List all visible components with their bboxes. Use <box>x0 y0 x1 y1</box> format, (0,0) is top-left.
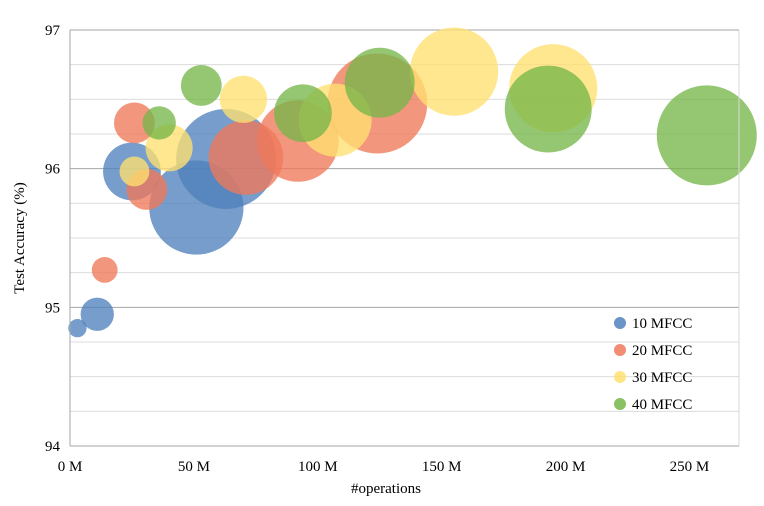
x-tick-label: 100 M <box>298 459 338 475</box>
x-tick-labels: 0 M 50 M 100 M 150 M 200 M 250 M <box>58 459 710 475</box>
bubble-40-mfcc-4 <box>344 47 415 118</box>
x-tick-label: 200 M <box>546 459 586 475</box>
bubble-40-mfcc-2 <box>180 65 222 106</box>
legend-label: 10 MFCC <box>632 316 692 332</box>
bubble-30-mfcc-1 <box>119 156 150 187</box>
y-tick-label: 94 <box>45 439 61 455</box>
legend-marker <box>614 317 626 329</box>
legend-label: 30 MFCC <box>632 370 692 386</box>
y-tick-label: 97 <box>45 23 61 39</box>
y-axis-title: Test Accuracy (%) <box>12 182 28 293</box>
legend-label: 20 MFCC <box>632 343 692 359</box>
bubble-40-mfcc-1 <box>142 106 176 140</box>
legend: 10 MFCC 20 MFCC 30 MFCC 40 MFCC <box>614 316 692 413</box>
y-tick-label: 96 <box>45 162 61 178</box>
bubble-20-mfcc-1 <box>91 256 118 283</box>
x-tick-label: 150 M <box>422 459 462 475</box>
bubble-20-mfcc-2 <box>114 102 155 144</box>
bubble-40-mfcc-6 <box>656 85 757 186</box>
bubble-10-mfcc-2 <box>80 297 114 331</box>
x-tick-label: 0 M <box>58 459 83 475</box>
legend-marker <box>614 344 626 356</box>
x-tick-label: 50 M <box>178 459 210 475</box>
bubble-30-mfcc-5 <box>409 27 499 116</box>
x-tick-label: 250 M <box>670 459 710 475</box>
bubble-30-mfcc-3 <box>219 75 268 123</box>
axes <box>69 30 740 447</box>
y-tick-label: 95 <box>45 300 60 316</box>
bubble-40-mfcc-5 <box>504 65 592 153</box>
legend-label: 40 MFCC <box>632 397 692 413</box>
legend-marker <box>614 398 626 410</box>
bubble-20-mfcc-4 <box>208 120 284 195</box>
x-axis-title: #operations <box>351 481 421 497</box>
y-tick-labels: 94 95 96 97 <box>45 23 61 455</box>
bubble-40-mfcc-3 <box>274 84 332 143</box>
bubble-10-mfcc-1 <box>68 319 87 338</box>
legend-marker <box>614 371 626 383</box>
bubble-layer <box>68 27 757 338</box>
